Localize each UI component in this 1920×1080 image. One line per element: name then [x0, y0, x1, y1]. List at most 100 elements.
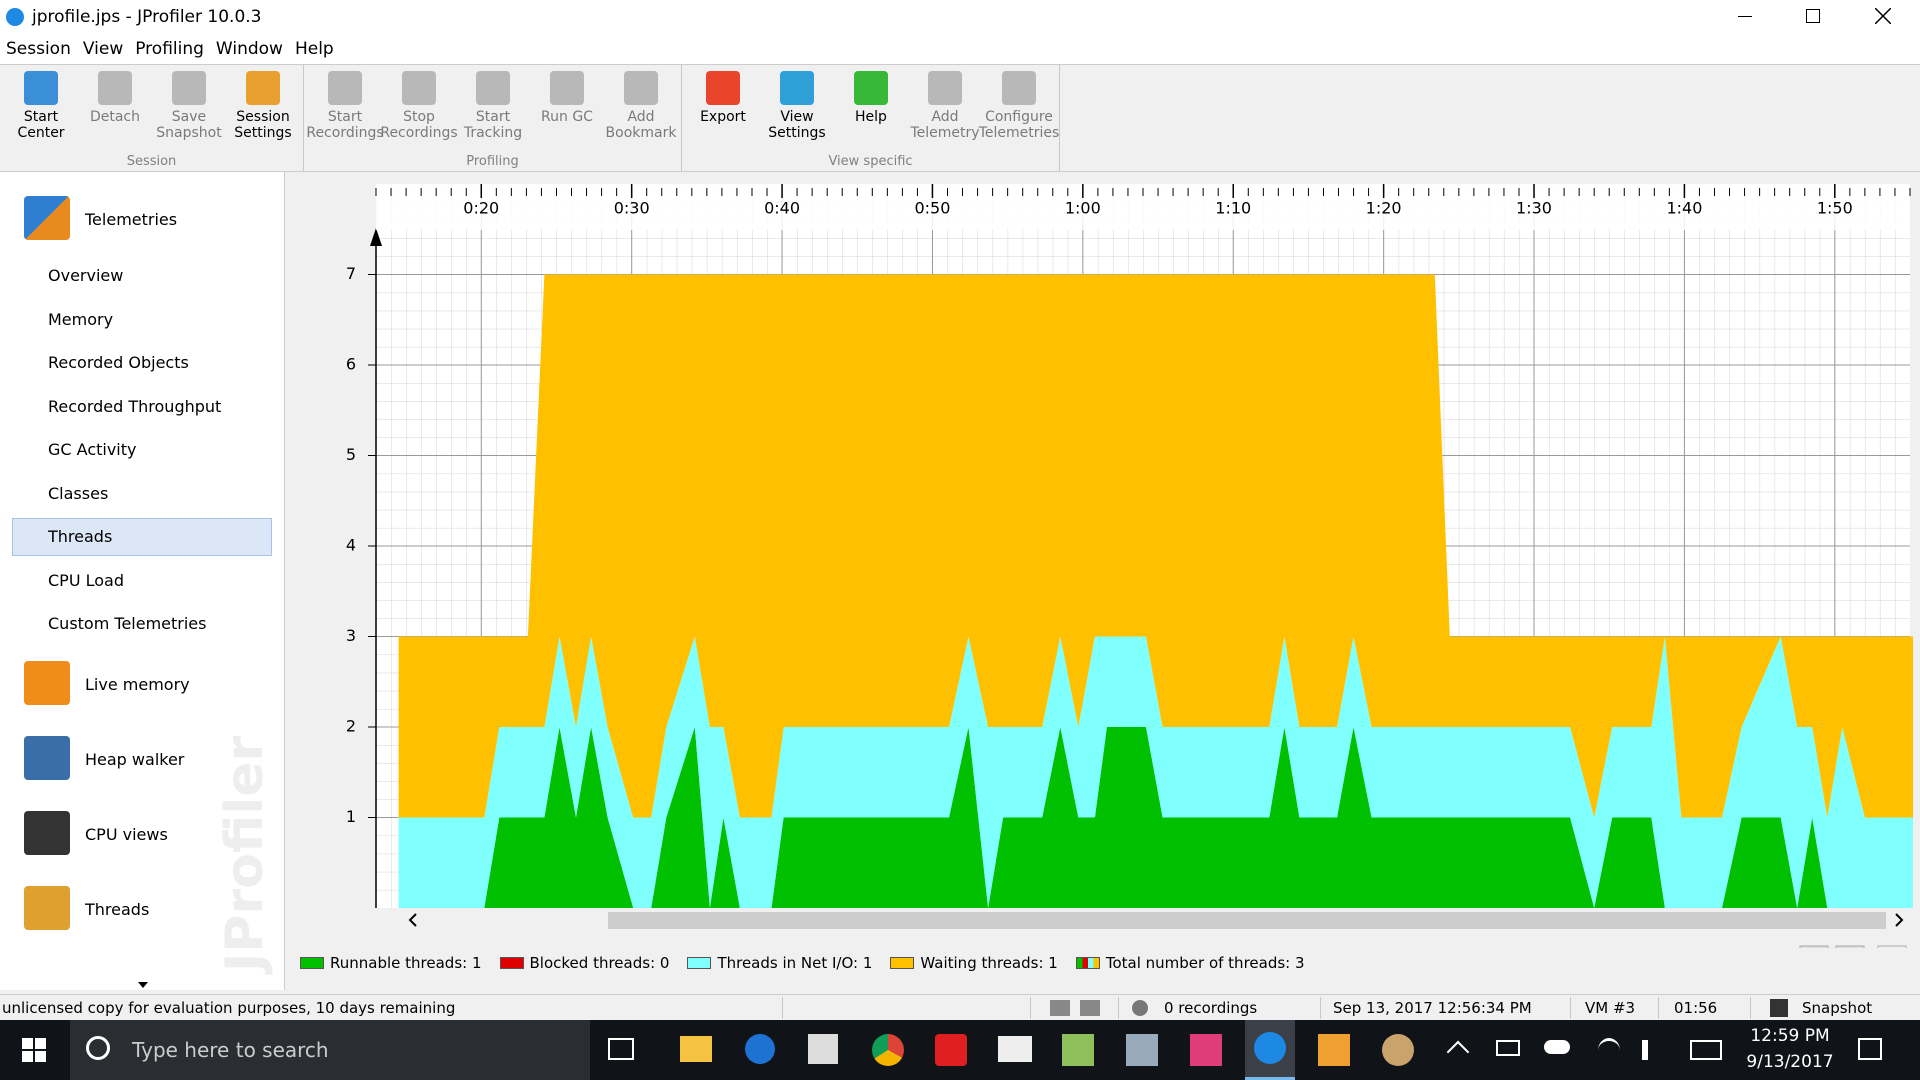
- sidebar-item[interactable]: GC Activity: [48, 440, 137, 459]
- telemetries-icon: [24, 196, 70, 240]
- close-button[interactable]: [1875, 8, 1891, 24]
- scroll-right[interactable]: [1895, 913, 1904, 927]
- search-box[interactable]: Type here to search: [70, 1020, 590, 1080]
- scrollbar-thumb[interactable]: [608, 912, 1886, 929]
- legend-item[interactable]: Waiting threads1: [890, 954, 1058, 972]
- app-mail[interactable]: [998, 1036, 1032, 1062]
- toolbar-group-label: Session: [126, 154, 177, 169]
- tray-wifi[interactable]: [1598, 1038, 1620, 1063]
- zoom-in[interactable]: [1799, 945, 1829, 948]
- button-label: Configure Telemetries: [978, 109, 1060, 141]
- button-icon: [1002, 71, 1036, 105]
- bookmark-icons: [1050, 1000, 1100, 1016]
- start-button[interactable]: [22, 1038, 46, 1062]
- button-label: Start Center: [17, 109, 65, 141]
- toolbar-button[interactable]: Detach: [78, 65, 152, 151]
- toolbar-button[interactable]: Session Settings: [226, 65, 300, 151]
- sidebar-section[interactable]: CPU views: [85, 825, 168, 844]
- clock-time: 12:59 PM: [1750, 1026, 1830, 1046]
- app-jprofiler-active[interactable]: [1245, 1020, 1295, 1080]
- toolbar-button[interactable]: Start Center: [4, 65, 78, 151]
- toolbar-button[interactable]: Run GC: [530, 65, 604, 151]
- toolbar-button[interactable]: Start Tracking: [456, 65, 530, 151]
- app-icon: [6, 8, 24, 26]
- app-edge[interactable]: [745, 1034, 775, 1064]
- toolbar-button[interactable]: Add Bookmark: [604, 65, 678, 151]
- sidebar-item[interactable]: Overview: [48, 266, 124, 285]
- app-explorer[interactable]: [680, 1036, 712, 1062]
- zoom-out[interactable]: [1835, 945, 1865, 948]
- legend-name: Blocked threads: [529, 954, 651, 972]
- menu-item[interactable]: View: [82, 39, 124, 59]
- legend-item[interactable]: Runnable threads1: [300, 954, 482, 972]
- toolbar-button[interactable]: Export: [686, 65, 760, 151]
- sidebar-item[interactable]: Classes: [48, 483, 109, 503]
- sidebar-item[interactable]: Threads: [48, 527, 113, 546]
- restore-button[interactable]: [1806, 9, 1820, 23]
- sidebar-header[interactable]: Telemetries: [85, 210, 178, 229]
- tray-battery[interactable]: [1496, 1040, 1520, 1056]
- sidebar-section[interactable]: Live memory: [85, 675, 190, 694]
- button-label: Stop Recordings: [380, 109, 458, 141]
- legend-current: 0: [650, 954, 669, 972]
- action-center[interactable]: [1858, 1038, 1882, 1060]
- legend-name: Total number of threads: [1105, 954, 1286, 972]
- legend-item[interactable]: Blocked threads0: [499, 954, 670, 972]
- tray-keyboard[interactable]: [1690, 1040, 1722, 1060]
- sidebar-item[interactable]: Custom Telemetries: [48, 614, 207, 633]
- section-icon: [24, 811, 70, 855]
- legend-item[interactable]: Total number of threads3: [1075, 954, 1305, 972]
- scroll-left[interactable]: [408, 913, 417, 927]
- x-tick-label: 1:50: [1817, 199, 1853, 218]
- legend-name: Waiting threads: [920, 954, 1039, 972]
- minimize-button[interactable]: [1738, 16, 1752, 17]
- menu-item[interactable]: Window: [215, 39, 283, 59]
- legend-text: Runnable threads1: [330, 954, 482, 972]
- app-chrome[interactable]: [872, 1034, 904, 1066]
- tray-expand[interactable]: [1446, 1040, 1470, 1064]
- toolbar-button[interactable]: Stop Recordings: [380, 65, 458, 151]
- menu-item[interactable]: Profiling: [135, 39, 204, 59]
- tray-onedrive[interactable]: [1544, 1040, 1570, 1054]
- sidebar-item[interactable]: CPU Load: [48, 570, 124, 590]
- toolbar-button[interactable]: Save Snapshot: [152, 65, 226, 151]
- sidebar-section[interactable]: Threads: [85, 900, 150, 919]
- y-tick-label: 4: [346, 536, 356, 555]
- app-intellij[interactable]: [1190, 1034, 1222, 1066]
- button-icon: [550, 71, 584, 105]
- section-icon: [24, 886, 70, 930]
- legend-swatch: [499, 957, 524, 969]
- app-monitor[interactable]: [1126, 1034, 1158, 1066]
- toolbar-button[interactable]: Help: [834, 65, 908, 151]
- legend-current: 1: [462, 954, 481, 972]
- menu-item[interactable]: Help: [294, 39, 334, 59]
- sidebar-item[interactable]: Recorded Throughput: [48, 396, 222, 416]
- tray-volume[interactable]: [1642, 1040, 1668, 1060]
- toolbar-button[interactable]: View Settings: [760, 65, 834, 151]
- sidebar-item[interactable]: Recorded Objects: [48, 353, 189, 372]
- legend-text: Waiting threads1: [920, 954, 1057, 972]
- status-separator: [1658, 997, 1659, 1019]
- toolbar-button[interactable]: Configure Telemetries: [979, 65, 1059, 151]
- sidebar-section[interactable]: Heap walker: [85, 750, 185, 769]
- x-tick-label: 1:00: [1065, 199, 1101, 218]
- legend-text: Blocked threads0: [530, 954, 670, 972]
- app-store[interactable]: [808, 1034, 838, 1064]
- app-acrobat[interactable]: [935, 1034, 967, 1066]
- toolbar-button[interactable]: Start Recordings: [306, 65, 384, 151]
- app-java[interactable]: [1318, 1034, 1350, 1066]
- legend-item[interactable]: Threads in Net I/O1: [687, 954, 872, 972]
- scroll-down-arrow[interactable]: [138, 982, 148, 988]
- button-icon: [24, 71, 58, 105]
- app-paint[interactable]: [1382, 1034, 1414, 1066]
- sidebar-item[interactable]: Memory: [48, 309, 114, 329]
- menu-item[interactable]: Session: [6, 39, 71, 59]
- fit-button[interactable]: [1877, 945, 1907, 948]
- toolbar-button[interactable]: Add Telemetry: [908, 65, 982, 151]
- app-notepad[interactable]: [1062, 1034, 1094, 1066]
- taskbar: Type here to search 12:59 PM 9/13/2017: [0, 1020, 1920, 1080]
- task-view[interactable]: [608, 1038, 634, 1060]
- button-label: Session Settings: [234, 109, 292, 141]
- legend-name: Runnable threads: [330, 954, 463, 972]
- chart-layer: 1 2 3 4 5 6 7 0:20 0:30 0:40 0:50 1:00 1:10 1:20 1:30 1…: [346, 184, 1914, 948]
